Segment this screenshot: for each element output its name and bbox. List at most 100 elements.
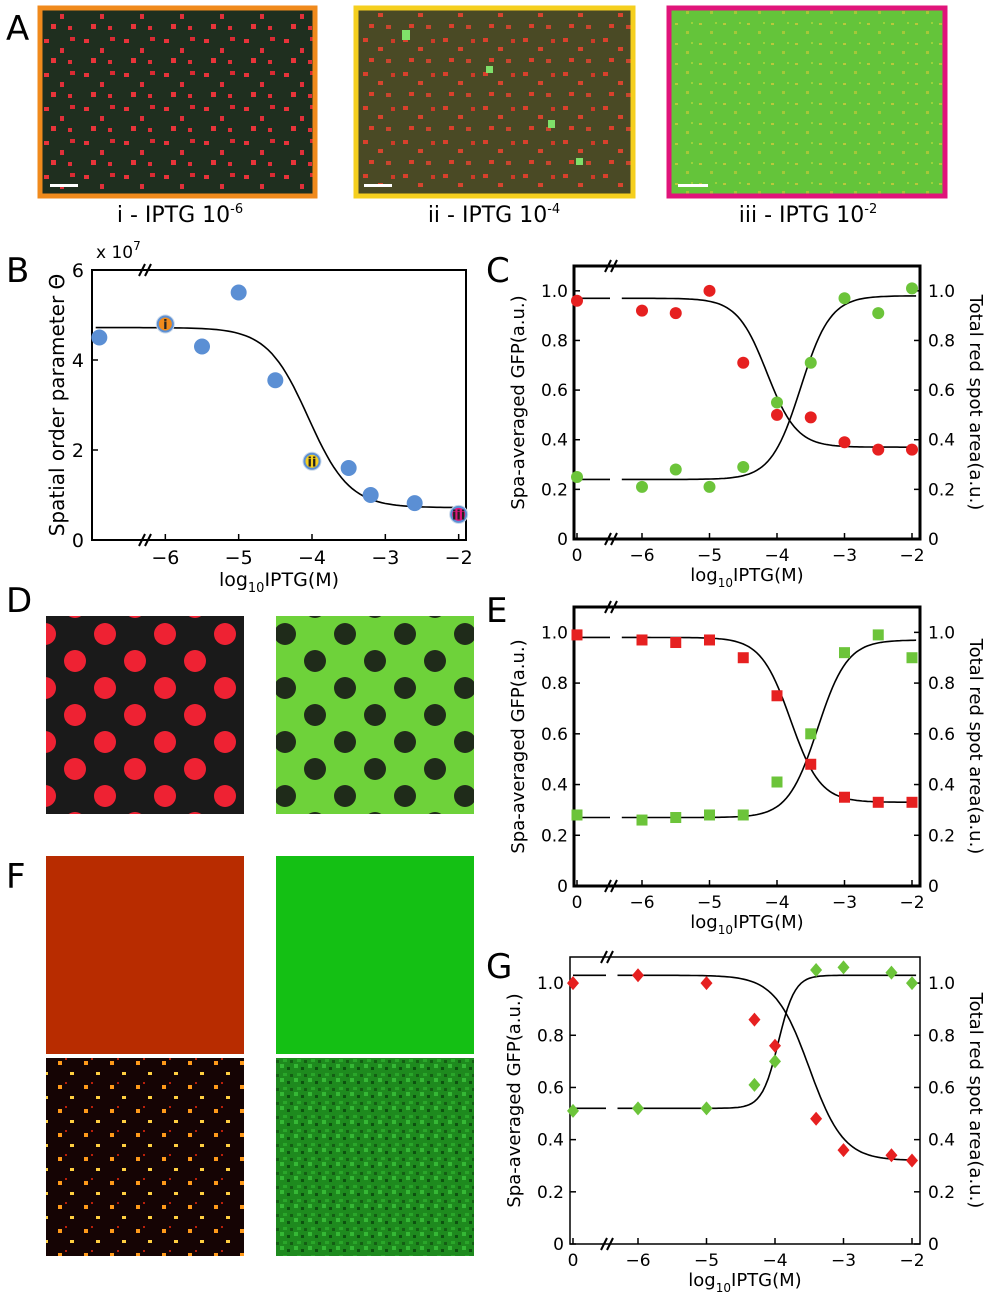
axis-break (604, 600, 612, 614)
panel-letter-e: E (486, 591, 507, 631)
data-point (804, 356, 817, 369)
axis-break (600, 1237, 608, 1251)
plot-frame (91, 269, 467, 541)
plot-frame (572, 605, 922, 888)
data-point (805, 758, 817, 770)
chart-e: 0 00.2 0.20.4 0.40.6 0.60.8 0.81.0 1.00 −6 −5 −4−… (508, 600, 986, 937)
x-label-part: log (219, 569, 248, 591)
plot-frame (572, 264, 922, 541)
data-point (872, 443, 885, 456)
x-tick-label: −4 (764, 893, 789, 913)
data-point (839, 791, 850, 803)
x-axis-label: log10IPTG(M) (690, 565, 803, 590)
data-point (769, 1038, 781, 1053)
y-axis-label-right: Total red spot area(a.u.) (965, 294, 986, 511)
data-point (737, 356, 750, 369)
x-axis-label: log10IPTG(M) (688, 1270, 801, 1293)
x-tick-label: 0 (568, 1251, 579, 1271)
y-axis-label: Spa-averaged GFP(a.u.) (508, 639, 529, 853)
y-tick-label: 0.8 (541, 674, 568, 694)
y-tick-label-right: 0.2 (928, 1183, 955, 1203)
x-tick-label: −4 (764, 546, 789, 566)
y-tick-label: 1.0 (541, 282, 568, 302)
x-tick-label: −3 (832, 546, 857, 566)
data-point (872, 629, 884, 641)
data-point (703, 284, 716, 297)
data-point (704, 809, 715, 821)
axis-break (604, 879, 612, 893)
data-point (571, 294, 583, 307)
data-point (906, 796, 918, 808)
chart-g: 0 00.2 0.20.4 0.40.6 0.60.8 0.81.0 1.00 −6 −5 −4−… (504, 950, 986, 1295)
axis-break (606, 1237, 614, 1251)
plot-frame (569, 956, 921, 1245)
y-tick-label-right: 1.0 (928, 282, 955, 302)
y-tick-label-right: 1.0 (928, 974, 955, 994)
panel-letter-f: F (6, 857, 26, 897)
data-point (632, 1101, 644, 1116)
data-point (636, 304, 648, 317)
x-axis-label: log10IPTG(M) (690, 912, 803, 937)
data-point (810, 1111, 823, 1126)
multiplier-exponent: 7 (133, 239, 141, 253)
x-label-part: IPTG(M) (733, 565, 804, 586)
y-tick-label-right: 0.8 (928, 674, 955, 694)
data-point (837, 1143, 850, 1158)
y-tick-label-right: 0 (928, 877, 939, 897)
data-point (230, 284, 247, 301)
y-tick-label: 0.8 (537, 1026, 564, 1046)
data-point (872, 796, 884, 808)
x-label-sub: 10 (716, 1281, 731, 1293)
data-point-highlight (305, 454, 319, 468)
data-point (748, 1077, 761, 1092)
axis-break (600, 950, 608, 964)
data-point (91, 329, 108, 346)
simulation-red-noisy (46, 1058, 244, 1256)
data-point (837, 960, 850, 975)
y-axis-label: Spa-averaged GFP(a.u.) (504, 993, 525, 1207)
y-tick-label-right: 0.8 (928, 1026, 955, 1046)
y-tick-label: 2 (72, 440, 84, 462)
x-label-part: IPTG(M) (264, 569, 339, 591)
y-tick-label-right: 0 (928, 1235, 939, 1255)
y-tick-label: 1.0 (541, 623, 568, 643)
y-tick-label: 0.4 (537, 1131, 564, 1151)
x-tick-label: −2 (899, 546, 924, 566)
x-tick-label: −2 (899, 1251, 924, 1271)
data-point (636, 634, 648, 646)
data-point (906, 976, 918, 991)
x-label-sub: 10 (248, 581, 265, 596)
axis-break (144, 533, 152, 547)
data-point (737, 809, 749, 821)
x-label-part: IPTG(M) (733, 912, 804, 933)
data-point (771, 408, 783, 421)
axis-break (610, 600, 618, 614)
simulation-green-uniform (276, 856, 474, 1054)
y-tick-label-right: 0.6 (928, 381, 955, 401)
data-point (769, 1054, 781, 1069)
y-tick-label: 0 (553, 1235, 564, 1255)
y-tick-label: 0.4 (541, 776, 568, 796)
x-tick-label: −3 (371, 547, 399, 569)
x-tick-label: −2 (899, 893, 924, 913)
data-point (571, 629, 583, 641)
data-point (838, 292, 851, 305)
data-point (771, 396, 783, 409)
caption-ii: ii - IPTG 10-4 (428, 202, 560, 228)
data-point (906, 652, 918, 664)
x-tick-label: −3 (832, 893, 857, 913)
data-point (737, 461, 750, 474)
data-point (406, 495, 423, 512)
y-tick-label: 0.6 (537, 1078, 564, 1098)
data-point (636, 480, 648, 493)
multiplier-base: x 10 (96, 243, 133, 263)
axis-multiplier: x 107 (96, 239, 141, 263)
axis-break (610, 879, 618, 893)
data-point (700, 1101, 713, 1116)
data-point (737, 652, 749, 664)
y-axis-label-right: Total red spot area(a.u.) (965, 638, 986, 855)
data-point (362, 487, 379, 503)
data-point (906, 443, 918, 456)
x-label-part: log (688, 1270, 715, 1291)
